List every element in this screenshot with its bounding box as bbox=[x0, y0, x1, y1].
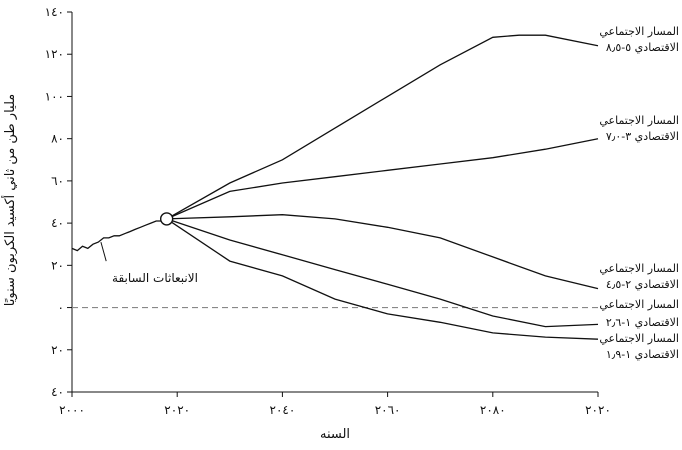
series-line-2 bbox=[166, 138, 599, 220]
historical-label-leader bbox=[100, 241, 107, 262]
historical-emissions-line bbox=[71, 218, 167, 252]
x-tick-label: ٢٠٢٠ bbox=[164, 403, 190, 417]
series-label-4-line-1: المسار الاجتماعي bbox=[599, 298, 679, 311]
x-tick-label: ٢٠٠٠ bbox=[59, 403, 85, 417]
y-tick-label: ١٢٠ bbox=[45, 47, 64, 61]
x-axis-title: السنه bbox=[320, 427, 350, 442]
series-label-2-line-1: المسار الاجتماعي bbox=[599, 114, 679, 127]
x-tick-label: ٢٠٦٠ bbox=[375, 403, 401, 417]
series-label-2-line-2: الاقتصادي ٣-٧٫٠ bbox=[606, 130, 679, 143]
y-tick-label: ١٤٠ bbox=[45, 5, 64, 19]
series-label-1-line-1: المسار الاجتماعي bbox=[599, 25, 679, 38]
y-tick-label: ٠ bbox=[58, 301, 64, 315]
series-label-5-line-1: المسار الاجتماعي bbox=[599, 332, 679, 345]
y-tick-label: ٤٠ bbox=[51, 216, 64, 230]
series-label-4-line-2: الاقتصادي ١-٢٫٦ bbox=[606, 316, 679, 329]
series-lines bbox=[71, 34, 599, 340]
series-labels: المسار الاجتماعي الاقتصادي ٥-٨٫٥ المسار ال… bbox=[599, 25, 679, 361]
y-tick-label: ٨٠ bbox=[51, 132, 64, 146]
series-label-1-line-2: الاقتصادي ٥-٨٫٥ bbox=[606, 41, 679, 54]
y-tick-label: ٢٠ bbox=[51, 343, 64, 357]
branch-point-marker bbox=[159, 212, 174, 226]
x-tick-label: ٢٠٨٠ bbox=[480, 403, 506, 417]
series-line-3 bbox=[166, 214, 599, 290]
y-tick-label: ٦٠ bbox=[51, 174, 64, 188]
y-tick-label: ١٠٠ bbox=[45, 89, 64, 103]
series-label-3-line-2: الاقتصادي ٢-٤٫٥ bbox=[606, 278, 679, 291]
series-line-1 bbox=[166, 34, 599, 220]
x-tick-label: ٢٠٢٠ bbox=[585, 403, 611, 417]
historical-emissions-label: الانبعاثات السابقة bbox=[112, 271, 198, 285]
series-line-5 bbox=[166, 218, 599, 340]
y-tick-label: ٢٠ bbox=[51, 258, 64, 272]
y-tick-label: ٤٠ bbox=[51, 385, 64, 399]
x-tick-label: ٢٠٤٠ bbox=[270, 403, 296, 417]
series-line-4 bbox=[166, 218, 599, 328]
y-axis-title: مليار طن من ثاني أكسيد الكربون سنويًا bbox=[1, 94, 18, 306]
series-label-3-line-1: المسار الاجتماعي bbox=[599, 262, 679, 275]
series-label-5-line-2: الاقتصادي ١-١٫٩ bbox=[606, 348, 679, 361]
